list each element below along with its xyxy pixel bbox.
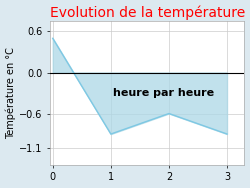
Text: heure par heure: heure par heure [112, 88, 214, 98]
Y-axis label: Température en °C: Température en °C [6, 47, 16, 139]
Title: Evolution de la température: Evolution de la température [50, 6, 245, 20]
